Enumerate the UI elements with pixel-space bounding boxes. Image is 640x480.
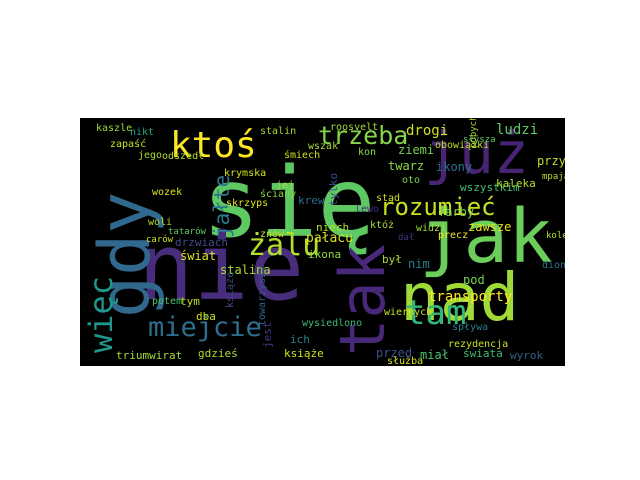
cloud-word: drzwiach [175,236,228,249]
cloud-word: jak [419,194,553,280]
cloud-word: mpaja [542,172,565,182]
cloud-word: carów [146,235,174,245]
cloud-word: ikona [308,248,342,261]
cloud-word: ziemi [398,143,435,157]
cloud-word: żalu [248,228,321,263]
cloud-word: drogi [406,123,449,139]
cloud-word: krymska [224,168,267,179]
cloud-word: zapaść [110,139,147,150]
cloud-word: jej [276,180,295,191]
cloud-word: obowiązki [435,140,490,151]
cloud-word: się [202,147,376,259]
cloud-word: nikt [130,127,155,138]
cloud-word: twarz [388,159,425,173]
cloud-word: towarzyszy [257,265,268,326]
cloud-word: roosvelt [330,122,379,133]
cloud-word: spływa [452,322,489,333]
cloud-word: tym [180,295,200,308]
cloud-word: miał [420,348,449,362]
cloud-word: przy [537,154,565,168]
cloud-word: nim [408,257,430,271]
cloud-word: zawsze [468,220,512,234]
cloud-word: farby [438,205,475,219]
cloud-word: ściany [260,189,297,200]
cloud-word: odszedł [162,151,205,162]
cloud-word: stalina [220,263,271,277]
cloud-word: książe [284,347,324,360]
cloud-word: był [382,253,402,266]
cloud-word: służba [387,356,424,367]
cloud-word: tam [405,293,467,333]
cloud-word: kon [358,147,377,158]
cloud-word: więc [82,275,120,353]
cloud-word: rezydencja [448,339,509,350]
cloud-word: ikony [436,160,473,174]
cloud-word: kaszle [96,123,133,134]
cloud-word: dba [196,310,216,323]
cloud-word: znów [260,229,285,240]
cloud-word: wiernych [384,307,433,318]
cloud-word: świata [463,347,503,360]
cloud-word: pałacu [306,231,353,246]
cloud-word: krew [298,194,325,207]
cloud-word: słysza [463,135,496,145]
cloud-word: już [424,119,529,187]
cloud-word: trzeba [318,121,409,150]
cloud-word: dał [398,233,415,243]
cloud-word: któż [370,220,395,231]
cloud-word: woli [148,217,173,228]
cloud-word: ludzi [496,122,539,138]
cloud-word: wszak [308,141,339,152]
cloud-word: wozek [152,187,183,198]
cloud-word: skrzyps [226,198,269,209]
cloud-word: jego [138,150,163,161]
cloud-word: lewo [355,204,380,215]
cloud-word: wyrok [510,349,544,362]
cloud-word: tatarów [168,227,206,237]
cloud-word: oto [402,175,421,186]
cloud-word: precz [438,230,469,241]
cloud-word: nad [400,259,520,336]
cloud-word: potem [152,296,183,307]
cloud-word: gdzieś [198,347,238,360]
cloud-word: stąd [376,193,401,204]
cloud-word: śmiech [284,150,321,161]
cloud-word: transporty [428,289,513,305]
cloud-word: wysiedlono [302,318,363,329]
cloud-word: kolejna [546,231,565,241]
cloud-word: pod [463,273,485,287]
cloud-word: widzi [416,223,447,234]
cloud-word: ich [290,333,310,346]
cloud-word: triumwirat [116,349,183,362]
cloud-word: kaleka [496,177,536,190]
cloud-word: popychany [469,118,479,148]
cloud-word: książe [225,271,236,308]
cloud-word: tylko [327,172,340,206]
cloud-word: stalin [260,126,297,137]
cloud-word: nie [138,214,305,321]
cloud-word: wszystkim [460,181,520,194]
cloud-word: ktoś [170,125,257,166]
cloud-word: rozumieć [380,193,496,221]
word-cloud: się nie jak nad już gdy tak ktoś trzeba miejcie wi… [80,118,565,366]
cloud-word: miejcie [148,312,262,343]
cloud-word: przed [376,346,413,360]
cloud-word: świat [180,249,217,263]
cloud-word: dion [542,260,565,271]
cloud-word: niech [316,221,350,234]
